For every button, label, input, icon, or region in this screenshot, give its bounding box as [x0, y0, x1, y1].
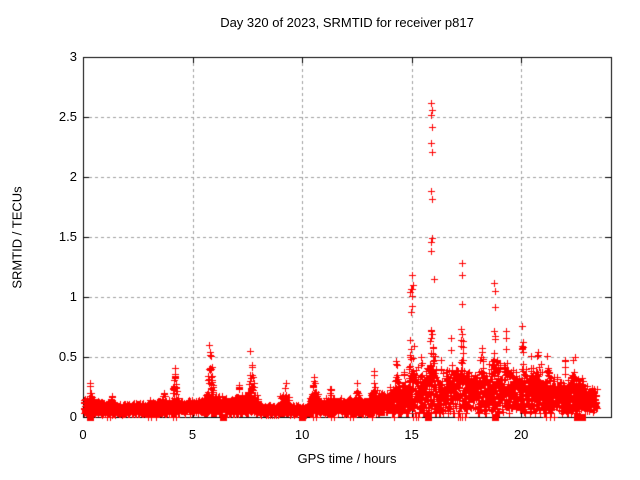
chart-title: Day 320 of 2023, SRMTID for receiver p81…	[220, 15, 474, 30]
x-tick-label: 0	[79, 427, 87, 442]
x-axis-label: GPS time / hours	[297, 451, 397, 466]
x-tick-label: 5	[188, 427, 197, 442]
y-tick-label: 3	[69, 49, 77, 64]
x-tick-label: 15	[404, 427, 419, 442]
y-tick-label: 2.5	[58, 109, 77, 124]
y-axis-label-wrap: SRMTID / TECUs	[6, 57, 28, 417]
y-tick-label: 0.5	[58, 349, 77, 364]
y-tick-label: 0	[69, 409, 77, 424]
y-tick-label: 1.5	[58, 229, 77, 244]
y-tick-label: 2	[69, 169, 77, 184]
y-tick-label: 1	[69, 289, 77, 304]
x-tick-label: 10	[294, 427, 310, 442]
x-tick-label: 20	[513, 427, 529, 442]
y-axis-label: SRMTID / TECUs	[9, 185, 25, 289]
